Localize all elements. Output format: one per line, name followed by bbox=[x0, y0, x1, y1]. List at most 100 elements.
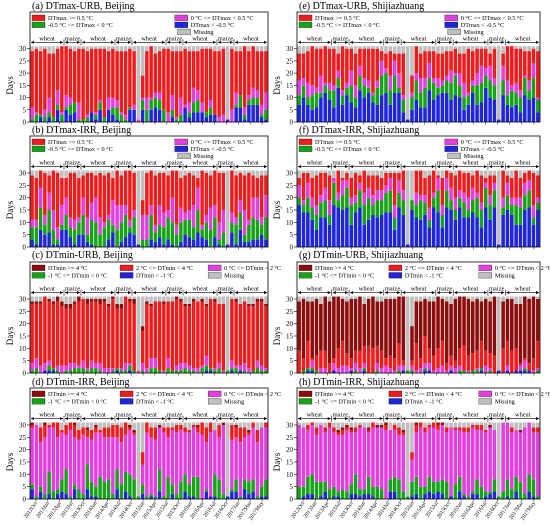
bar-segment-blue bbox=[149, 239, 153, 247]
bar-segment-green bbox=[106, 219, 111, 240]
season-label: wheat bbox=[307, 160, 323, 167]
season-arrow-head bbox=[82, 290, 85, 295]
bar-segment-magenta bbox=[60, 205, 64, 225]
season-label: wheat bbox=[359, 412, 375, 419]
bar-segment-blue bbox=[427, 227, 432, 247]
bar-segment-missing bbox=[405, 422, 410, 497]
season-arrow-head bbox=[179, 416, 182, 421]
bar-segment-missing bbox=[536, 170, 540, 176]
bar-segment-red bbox=[523, 51, 527, 76]
bar-segment-red bbox=[510, 350, 514, 373]
bar-segment-magenta bbox=[514, 197, 518, 206]
bar-segment-green bbox=[505, 195, 510, 210]
season-label: maize bbox=[65, 35, 81, 42]
bar-segment-blue bbox=[336, 496, 340, 499]
bar-segment-magenta bbox=[340, 180, 345, 196]
bar-segment-red bbox=[174, 51, 179, 118]
bar-segment-blue bbox=[111, 232, 115, 247]
bar-segment-missing bbox=[470, 296, 475, 302]
bar-segment-darkred bbox=[440, 299, 445, 341]
bar-segment-blue bbox=[449, 100, 453, 122]
bar-segment-red bbox=[349, 358, 354, 369]
bar-segment-green bbox=[259, 370, 264, 373]
legend-swatch bbox=[119, 398, 134, 405]
bar-segment-green bbox=[234, 104, 238, 108]
bar-segment-green bbox=[453, 484, 458, 499]
bar-segment-missing bbox=[527, 46, 531, 52]
bar-segment-red bbox=[179, 51, 183, 98]
bar-segment-green bbox=[162, 227, 166, 245]
bar-segment-magenta bbox=[106, 437, 111, 480]
season-label: maize bbox=[116, 286, 132, 293]
bar-segment-green bbox=[375, 486, 380, 499]
bar-segment-green bbox=[251, 97, 255, 105]
season-label: wheat bbox=[141, 35, 157, 42]
bar-segment-green bbox=[401, 200, 406, 215]
bar-segment-green bbox=[488, 205, 492, 220]
bar-segment-magenta bbox=[115, 205, 119, 230]
season-arrow-head bbox=[431, 40, 435, 44]
bar-segment-red bbox=[47, 301, 51, 361]
bar-segment-magenta bbox=[208, 207, 213, 230]
bar-segment-missing bbox=[483, 296, 488, 299]
bar-segment-missing bbox=[514, 296, 518, 304]
bar-segment-blue bbox=[327, 224, 332, 247]
bar-segment-blue bbox=[410, 496, 414, 499]
legend-label: Missing bbox=[495, 273, 515, 280]
season-label: maize bbox=[437, 286, 453, 293]
bar-segment-magenta bbox=[183, 363, 187, 369]
bar-segment-red bbox=[140, 75, 145, 98]
bar-segment-missing bbox=[47, 296, 51, 299]
y-tick-label: 5 bbox=[23, 231, 27, 239]
bar-segment-missing bbox=[306, 422, 310, 425]
bar-segment-blue bbox=[140, 494, 145, 499]
bar-segment-green bbox=[488, 370, 492, 373]
bar-segment-red bbox=[332, 358, 336, 364]
bar-segment-red bbox=[149, 306, 153, 359]
bar-segment-blue bbox=[436, 491, 440, 499]
bar-segment-green bbox=[77, 119, 81, 122]
bar-segment-blue bbox=[527, 491, 531, 499]
y-tick-label: 15 bbox=[286, 82, 294, 90]
bar-segment-blue bbox=[191, 112, 196, 122]
bar-segment-red bbox=[323, 350, 327, 369]
bar-segment-red bbox=[436, 175, 440, 178]
bar-segment-blue bbox=[401, 214, 406, 247]
bar-segment-green bbox=[72, 484, 77, 490]
season-label: maize bbox=[333, 286, 349, 293]
legend-label: Missing bbox=[224, 273, 244, 280]
season-arrow-head bbox=[379, 40, 383, 44]
season-arrow-head bbox=[536, 164, 539, 169]
bar-segment-green bbox=[345, 491, 349, 499]
bar-segment-red bbox=[217, 173, 221, 223]
bar-segment-red bbox=[353, 427, 358, 433]
bar-segment-missing bbox=[379, 422, 384, 425]
season-arrow-head bbox=[501, 290, 505, 295]
bar-segment-magenta bbox=[64, 197, 68, 215]
season-arrow-head bbox=[116, 164, 119, 169]
bar-segment-green bbox=[200, 229, 204, 238]
legend-label: -0.5 °C <= DTmax < 0 °C bbox=[315, 146, 380, 153]
bar-segment-magenta bbox=[492, 78, 497, 86]
bar-segment-magenta bbox=[336, 192, 340, 201]
season-arrow-head bbox=[431, 290, 435, 295]
bar-segment-magenta bbox=[136, 119, 141, 122]
bar-segment-magenta bbox=[297, 80, 301, 96]
bar-segment-green bbox=[149, 214, 153, 240]
bar-segment-missing bbox=[166, 296, 170, 302]
bar-segment-blue bbox=[358, 207, 362, 247]
season-arrow-head bbox=[449, 416, 453, 421]
bar-segment-magenta bbox=[523, 427, 527, 495]
bar-segment-missing bbox=[204, 46, 209, 49]
bar-segment-red bbox=[418, 358, 423, 369]
bar-segment-blue bbox=[518, 370, 523, 373]
bar-segment-red bbox=[140, 331, 145, 364]
bar-segment-darkred bbox=[221, 422, 226, 425]
bar-segment-red bbox=[72, 303, 77, 364]
bar-segment-green bbox=[85, 117, 90, 122]
bar-segment-magenta bbox=[68, 429, 73, 497]
bar-segment-magenta bbox=[423, 363, 427, 369]
season-arrow-head bbox=[483, 416, 487, 421]
bar-segment-missing bbox=[60, 296, 64, 302]
legend-swatch bbox=[478, 390, 492, 397]
